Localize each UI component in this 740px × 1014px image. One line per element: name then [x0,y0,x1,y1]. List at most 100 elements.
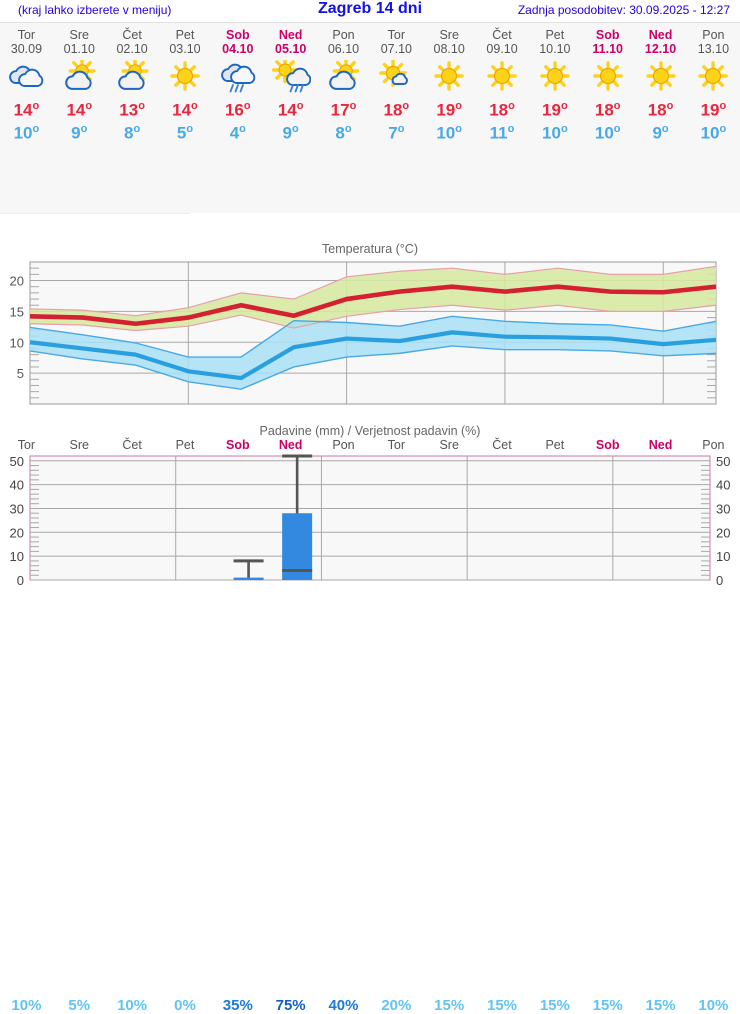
day-header[interactable]: Pon 06.10 [317,23,370,57]
precipitation-probability-value: 15% [487,997,518,1014]
day-header[interactable]: Pon 13.10 [687,23,740,57]
min-temperature-value: 8o [124,122,141,143]
day-name: Čet [492,28,512,42]
precipitation-chart-title: Padavine (mm) / Verjetnost padavin (%) [0,421,740,438]
precipitation-probability-value: 15% [539,997,570,1014]
svg-text:40: 40 [10,478,24,493]
precipitation-day-label: Čet [122,438,142,452]
day-date: 12.10 [644,42,677,56]
precipitation-probability-value: 35% [222,997,253,1014]
min-temperature-value: 10o [542,122,568,143]
svg-text:30: 30 [10,501,24,516]
precipitation-day-label: Pet [175,438,195,452]
weather-icon-sunny-icon [528,56,581,98]
precipitation-probability-row: 10% 5% 10% 0% 35% 75% 40% 20% 15% 15% 15% 15% 15% 10% [0,997,740,1014]
weather-icon-sun-rain-icon [264,56,317,98]
day-header[interactable]: Sre 01.10 [53,23,106,57]
svg-text:50: 50 [716,454,730,469]
svg-text:20: 20 [10,274,24,289]
day-date: 11.10 [592,42,623,56]
separator-line [0,213,190,214]
section-separator [0,213,740,239]
day-header[interactable]: Tor 30.09 [0,23,53,57]
max-temperature-value: 13o [119,100,145,120]
max-temperature-value: 17o [330,100,357,120]
day-header[interactable]: Čet 09.10 [476,23,529,57]
day-date: 05.10 [275,42,307,56]
min-temperature-value: 10o [700,122,727,143]
day-header[interactable]: Ned 05.10 [264,23,317,57]
weather-icon-sunny-icon [634,56,687,98]
day-date: 30.09 [10,42,43,56]
max-temperature-value: 19o [542,100,568,120]
weather-icon-sunny-icon [687,56,740,98]
day-date: 01.10 [63,42,95,56]
min-temperature-row: 10o 9o 8o 5o 4o 9o 8o 7o 10o 11o 10o 10o 9o 10o [0,121,740,144]
precipitation-probability-value: 10% [698,997,729,1014]
precipitation-probability-value: 10% [11,997,42,1014]
day-name: Sre [69,28,89,42]
page-title: Zagreb 14 dni [317,0,423,17]
weather-icon-rain-icon [211,56,264,98]
day-name: Čet [122,28,142,42]
last-updated: Zadnja posodobitev: 30.09.2025 - 12:27 [517,3,730,17]
temperature-chart-title-text: Temperatura (°C) [322,242,418,256]
day-date: 13.10 [697,42,730,56]
day-header[interactable]: Ned 12.10 [634,23,687,57]
min-temperature-value: 10o [594,122,621,143]
day-header[interactable]: Pet 03.10 [159,23,212,57]
day-date: 02.10 [116,42,148,56]
day-header[interactable]: Pet 10.10 [528,23,581,57]
precipitation-probability-value: 15% [645,997,676,1014]
precipitation-day-row: Tor Sre Čet Pet Sob Ned Pon Tor Sre Čet Pet Sob Ned P… [0,438,740,452]
min-temperature-value: 9o [282,122,299,143]
svg-text:15: 15 [10,304,24,319]
day-header[interactable]: Sre 08.10 [423,23,476,57]
precipitation-day-label: Tor [17,438,36,452]
max-temperature-row: 14o 14o 13o 14o 16o 14o 17o 18o 19o 18o 19o 18o 18o 1… [0,98,740,121]
day-header[interactable]: Tor 07.10 [370,23,423,57]
location-menu-note: (kraj lahko izberete v meniju) [18,3,172,17]
svg-text:40: 40 [716,478,730,493]
svg-text:10: 10 [10,549,24,564]
precipitation-chart-title-text: Padavine (mm) / Verjetnost padavin (%) [259,424,481,438]
min-temperature-value: 7o [388,122,405,143]
svg-text:20: 20 [10,525,24,540]
day-date: 09.10 [486,42,518,56]
page-header: (kraj lahko izberete v meniju) Zagreb 14… [0,0,740,22]
precipitation-probability-value: 15% [592,997,623,1014]
day-header[interactable]: Sob 11.10 [581,23,634,57]
day-name: Sre [439,28,459,42]
precipitation-day-label: Pet [545,438,565,452]
precipitation-day-label: Tor [387,438,406,452]
max-temperature-value: 14o [66,100,93,120]
max-temperature-value: 18o [594,100,621,120]
weather-icon-partly-sunny-icon [106,56,159,98]
precipitation-probability-value: 10% [117,997,148,1014]
precipitation-day-label: Sob [595,438,620,452]
svg-text:0: 0 [17,573,24,587]
precipitation-day-label: Pon [702,438,725,452]
precipitation-day-label: Ned [648,438,673,452]
precipitation-probability-value: 20% [381,997,412,1014]
min-temperature-value: 9o [652,122,669,143]
max-temperature-value: 19o [436,100,462,120]
max-temperature-value: 14o [277,100,304,120]
day-date: 03.10 [169,42,201,56]
weather-icon-sunny-icon [476,56,529,98]
weather-icon-sunny-icon [581,56,634,98]
precipitation-probability-value: 15% [434,997,465,1014]
day-header[interactable]: Sob 04.10 [211,23,264,57]
weather-icon-row [0,56,740,98]
day-date: 07.10 [380,42,412,56]
temperature-plot: 5 10 15 20 [10,261,717,405]
precipitation-day-label: Sob [225,438,250,452]
svg-text:50: 50 [10,454,24,469]
max-temperature-value: 18o [647,100,674,120]
day-date: 08.10 [433,42,465,56]
precipitation-day-label: Ned [278,438,303,452]
day-header[interactable]: Čet 02.10 [106,23,159,57]
day-name: Tor [387,28,406,42]
max-temperature-value: 18o [383,100,410,120]
